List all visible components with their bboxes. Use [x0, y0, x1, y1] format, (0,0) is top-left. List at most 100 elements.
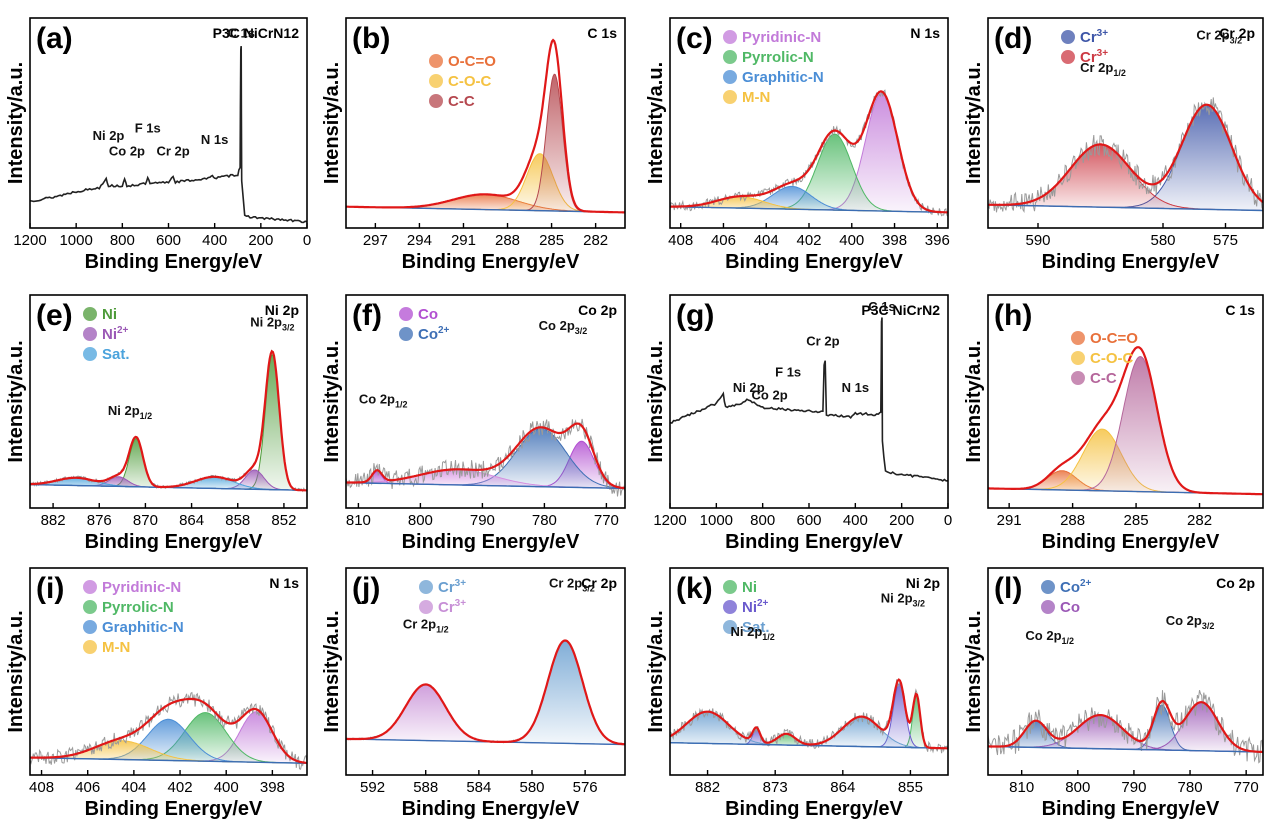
- legend-label: O-C=O: [1090, 330, 1138, 347]
- fit-envelope: [346, 639, 625, 746]
- x-tick-label: 800: [110, 232, 135, 249]
- panel-label: (k): [676, 572, 713, 605]
- x-tick-label: 408: [668, 232, 693, 249]
- x-tick-label: 400: [843, 512, 868, 529]
- legend-label: Co: [418, 306, 438, 323]
- legend-label: C-O-C: [448, 73, 491, 90]
- legend-marker: [429, 74, 443, 88]
- y-axis-label: Intensity/a.u.: [645, 340, 667, 462]
- x-tick-label: 398: [882, 232, 907, 249]
- x-tick-label: 873: [763, 779, 788, 796]
- legend-label: C-C: [448, 93, 475, 110]
- legend-label: Ni: [102, 306, 117, 323]
- x-axis-label: Binding Energy/eV: [85, 798, 263, 820]
- x-tick-label: 790: [470, 512, 495, 529]
- legend-marker: [83, 640, 97, 654]
- x-tick-label: 282: [1187, 512, 1212, 529]
- x-tick-label: 285: [539, 232, 564, 249]
- x-tick-label: 876: [87, 512, 112, 529]
- x-tick-label: 288: [1060, 512, 1085, 529]
- peak-annotation: C 1s: [227, 26, 254, 41]
- y-axis-label: Intensity/a.u.: [5, 62, 27, 184]
- plot-area: [670, 678, 948, 754]
- x-tick-label: 770: [1234, 779, 1259, 796]
- x-tick-label: 402: [796, 232, 821, 249]
- x-tick-label: 402: [168, 779, 193, 796]
- x-tick-label: 790: [1121, 779, 1146, 796]
- fit-envelope: [346, 38, 625, 214]
- peak-cr3-: [346, 639, 625, 746]
- baseline: [346, 481, 625, 490]
- y-axis-label: Intensity/a.u.: [5, 340, 27, 462]
- x-tick-label: 882: [41, 512, 66, 529]
- x-tick-label: 1000: [700, 512, 733, 529]
- peak-annotation: Ni 2p: [93, 128, 125, 143]
- plot-area: [988, 690, 1263, 764]
- peak-ni: [30, 354, 307, 491]
- x-tick-label: 406: [75, 779, 100, 796]
- panel-f: 810 800 790 780 770 Binding Energy/eV Intensit…: [321, 294, 626, 553]
- baseline: [670, 206, 948, 214]
- x-tick-label: 588: [413, 779, 438, 796]
- x-tick-label: 408: [29, 779, 54, 796]
- x-axis-label: Binding Energy/eV: [1042, 798, 1220, 820]
- panel-e: 882 876 870 864 858 852 Binding Energy/eV Inten…: [5, 294, 308, 553]
- x-tick-label: 291: [451, 232, 476, 249]
- x-tick-label: 600: [796, 512, 821, 529]
- legend-marker: [1041, 600, 1055, 614]
- x-tick-label: 288: [495, 232, 520, 249]
- legend-marker: [83, 580, 97, 594]
- x-axis-label: Binding Energy/eV: [1042, 251, 1220, 273]
- x-tick-label: 200: [889, 512, 914, 529]
- x-axis-label: Binding Energy/eV: [402, 251, 580, 273]
- legend-label: Ni: [742, 579, 757, 596]
- plot-area: [346, 639, 625, 746]
- legend-label: Cr3+: [438, 578, 466, 596]
- panel-label: (a): [36, 22, 73, 55]
- x-tick-label: 855: [898, 779, 923, 796]
- x-tick-label: 600: [156, 232, 181, 249]
- panel-label: (f): [352, 299, 382, 332]
- survey-spectrum: [30, 45, 307, 224]
- x-tick-label: 580: [1150, 232, 1175, 249]
- panel-title: Cr 2p: [1219, 25, 1255, 41]
- panel-title: Ni 2p: [906, 575, 940, 591]
- panel-label: (h): [994, 299, 1032, 332]
- x-tick-label: 592: [360, 779, 385, 796]
- legend-label: Co2+: [418, 325, 450, 343]
- axes-frame: [345, 294, 626, 509]
- panel-i: 408 406 404 402 400 398 Binding Energy/eV Inten…: [5, 567, 308, 820]
- axes-frame: [29, 567, 308, 776]
- legend-label: Pyrrolic-N: [742, 49, 814, 66]
- panel-d: 590 580 575 Binding Energy/eV Intensity/a.u.…: [963, 17, 1264, 273]
- legend-label: Graphitic-N: [742, 69, 824, 86]
- panel-title: P3C NiCrN2: [861, 302, 940, 318]
- peak-annotation: Co 2p3/2: [1166, 613, 1215, 631]
- legend-marker: [723, 70, 737, 84]
- panel-g: 1200 1000 800 600 400 200 0 Binding Energy/eV In…: [645, 294, 952, 553]
- panel-a: 1200 1000 800 600 400 200 0 Binding Energy/eV In…: [5, 17, 311, 273]
- y-axis-label: Intensity/a.u.: [645, 610, 667, 732]
- legend-marker: [723, 90, 737, 104]
- plot-area: [670, 89, 948, 217]
- legend-label: Pyrrolic-N: [102, 599, 174, 616]
- x-tick-label: 858: [225, 512, 250, 529]
- legend-marker: [83, 327, 97, 341]
- legend-label: M-N: [102, 639, 130, 656]
- axes-frame: [669, 567, 949, 776]
- legend-label: Co2+: [1060, 578, 1092, 596]
- peak-annotation: Cr 2p: [806, 334, 839, 349]
- x-tick-label: 1200: [653, 512, 686, 529]
- x-tick-label: 396: [925, 232, 950, 249]
- peak-c-c: [988, 355, 1263, 495]
- axes-frame: [345, 17, 626, 229]
- y-axis-label: Intensity/a.u.: [5, 610, 27, 732]
- legend-marker: [83, 307, 97, 321]
- fit-envelope: [30, 697, 307, 764]
- panel-label: (e): [36, 299, 73, 332]
- y-axis-label: Intensity/a.u.: [963, 610, 985, 732]
- x-tick-label: 400: [839, 232, 864, 249]
- plot-area: [30, 691, 307, 770]
